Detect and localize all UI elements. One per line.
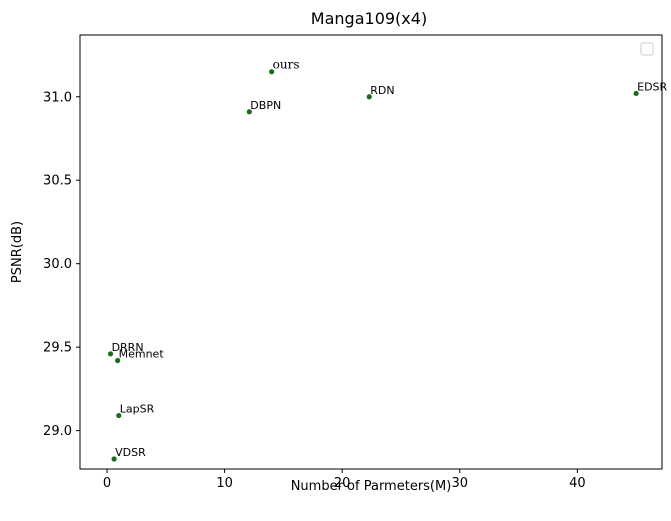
point-label-memnet: Memnet (119, 348, 165, 361)
point-label-lapsr: LapSR (120, 403, 155, 416)
x-axis-ticks: 0 10 20 30 40 (103, 469, 586, 491)
x-axis-label: Number of Parmeters(M) (291, 479, 452, 494)
x-tick-label: 30 (451, 476, 468, 491)
data-point-vdsr (111, 456, 117, 462)
plot-frame (79, 34, 663, 470)
y-tick-label: 29.5 (43, 341, 72, 356)
data-points (107, 69, 639, 462)
point-label-ours: ours (273, 58, 300, 72)
x-tick-label: 0 (103, 476, 111, 491)
y-tick-label: 30.5 (43, 174, 72, 189)
data-point-rdn (366, 94, 372, 100)
data-point-lapsr (116, 412, 122, 419)
point-label-edsr: EDSR (637, 80, 667, 93)
point-label-drrn: DRRN (112, 341, 144, 354)
y-axis-ticks: 29.0 29.5 30.0 30.5 31.0 (43, 90, 80, 439)
x-tick-label: 10 (216, 476, 233, 491)
data-point-ours (269, 69, 275, 75)
data-point-edsr (633, 90, 639, 97)
y-axis-label: PSNR(dB) (10, 221, 25, 283)
x-tick-label: 20 (334, 476, 351, 491)
point-label-rdn: RDN (370, 84, 394, 97)
point-label-dbpn: DBPN (250, 99, 281, 112)
x-tick-label: 40 (569, 476, 586, 491)
legend-box (640, 42, 654, 56)
data-point-memnet (115, 357, 121, 364)
y-tick-label: 29.0 (43, 424, 72, 439)
data-point-drrn (107, 351, 114, 357)
chart-title: Manga109(x4) (311, 9, 427, 28)
point-label-vdsr: VDSR (115, 446, 146, 459)
data-point-dbpn (246, 109, 252, 115)
y-tick-label: 31.0 (43, 90, 72, 105)
y-tick-label: 30.0 (43, 257, 72, 272)
